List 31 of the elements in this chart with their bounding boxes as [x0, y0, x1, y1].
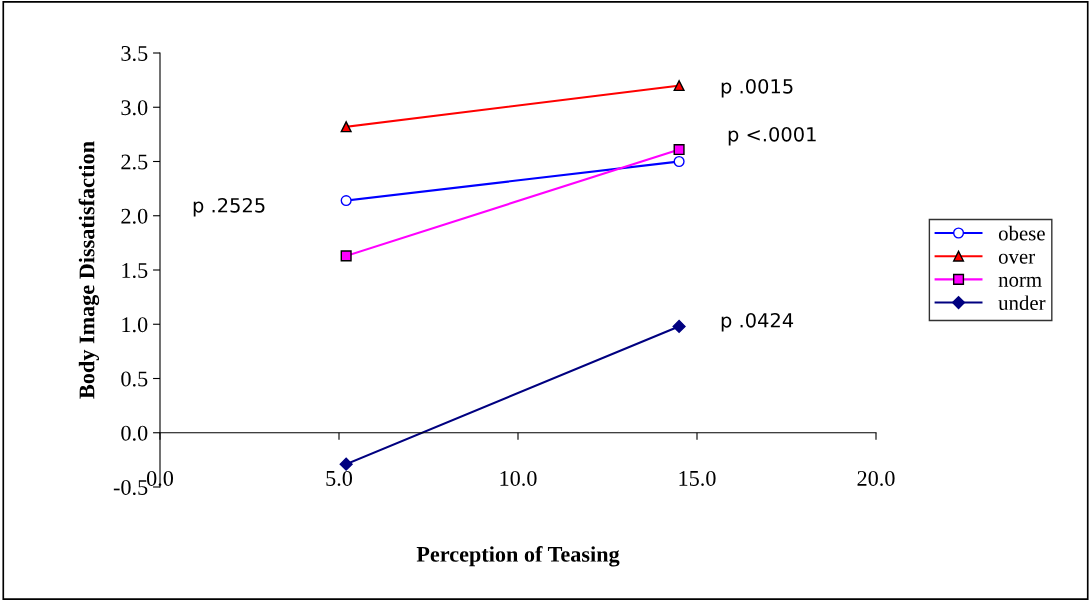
point	[673, 144, 685, 156]
annotation: p .0015	[721, 78, 793, 98]
annotation: p <.0001	[728, 126, 816, 146]
legend-label: obese	[998, 225, 1045, 241]
annotation: p .0424	[721, 312, 794, 332]
x-tick-label: 5.0	[326, 470, 353, 486]
legend-label: under	[998, 295, 1046, 311]
y-tick-label: 1.5	[122, 263, 148, 279]
x-axis-title: Perception of Teasing	[416, 545, 620, 567]
legend-label: norm	[998, 276, 1042, 287]
y-tick-label: 2.0	[121, 208, 148, 224]
point	[339, 457, 353, 471]
x-tick-label: 20.0	[857, 470, 895, 486]
point	[673, 79, 685, 92]
point	[673, 155, 685, 168]
annotation: p .2525	[193, 197, 265, 217]
y-tick-label: -0.5	[113, 479, 148, 496]
point	[340, 121, 352, 133]
y-tick-label: 0.0	[121, 425, 148, 441]
x-tick-label: 10.0	[500, 470, 537, 486]
y-tick-label: 3.0	[121, 100, 148, 116]
y-tick-label: 3.5	[121, 45, 148, 62]
y-tick-label: 2.5	[121, 154, 148, 170]
point	[340, 250, 352, 262]
legend-label: over	[998, 253, 1035, 264]
y-axis-title: Body Image Dissatisfaction	[78, 141, 100, 399]
point	[340, 195, 352, 207]
y-tick-label: 0.5	[121, 371, 148, 387]
point	[672, 319, 686, 334]
y-tick-label: 1.0	[122, 317, 148, 333]
x-tick-label: 15.0	[679, 470, 716, 486]
